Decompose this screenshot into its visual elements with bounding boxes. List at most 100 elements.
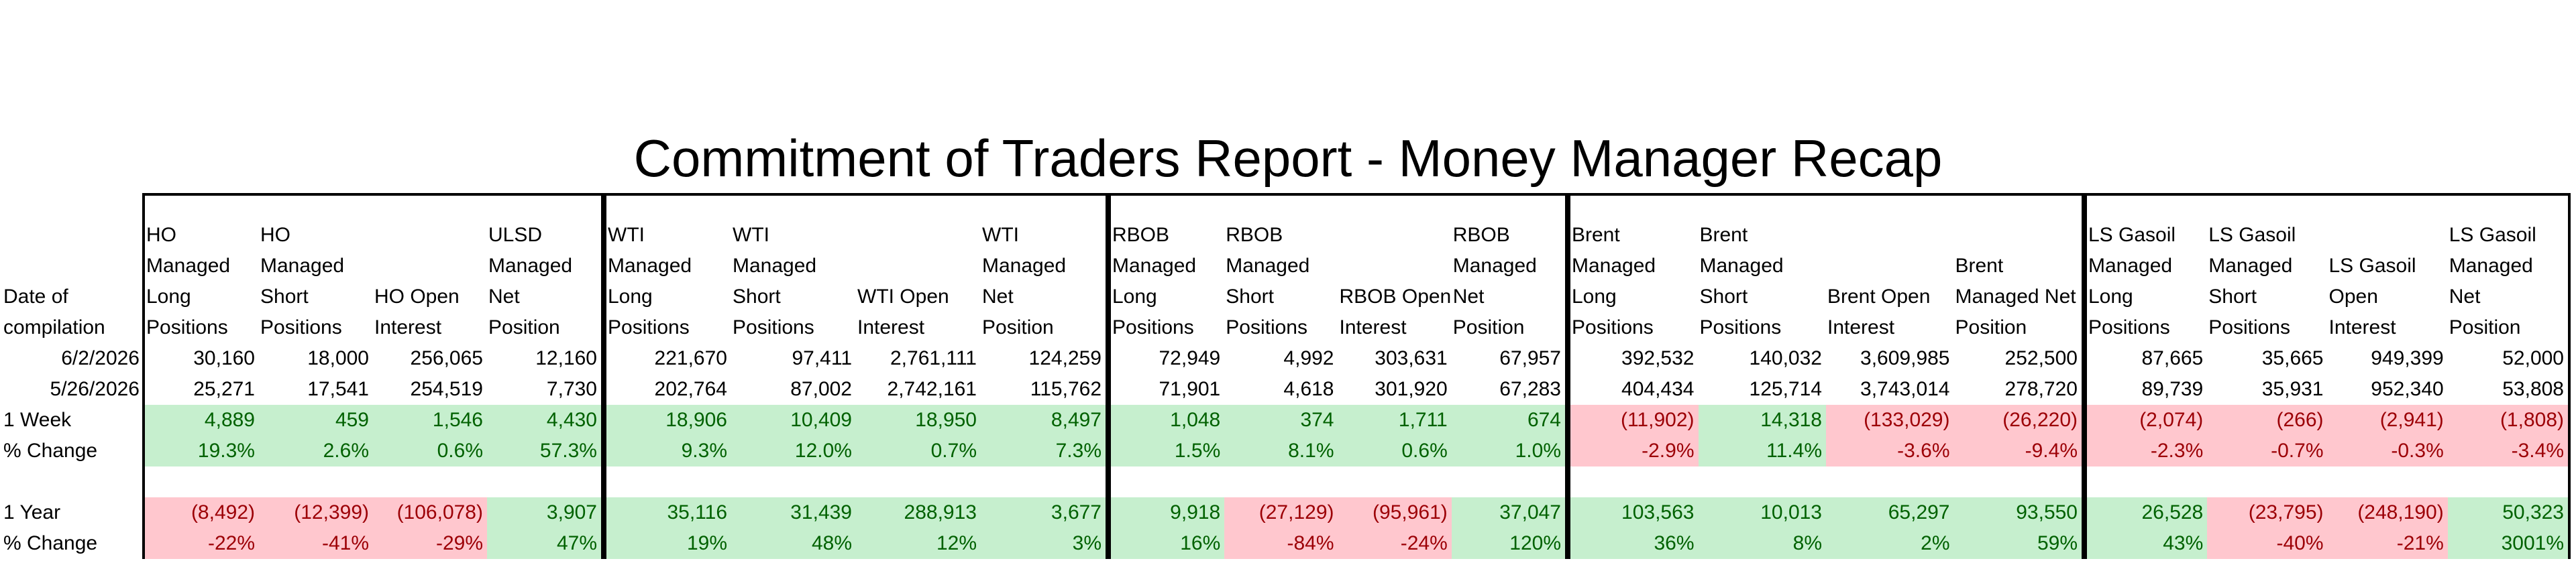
table-cell: 67,283 <box>1499 378 1561 400</box>
column-header: Long <box>1572 286 1617 308</box>
table-cell: 9.3% <box>606 436 731 466</box>
table-cell: 674 <box>1451 405 1565 436</box>
table-cell: 35,116 <box>606 497 731 528</box>
table-cell: 202,764 <box>654 378 727 400</box>
column-header: Open <box>2328 286 2378 308</box>
table-cell: 18,000 <box>307 347 369 369</box>
column-header: HO <box>146 224 176 246</box>
table-cell: 2% <box>1826 528 1954 559</box>
table-cell: 53,808 <box>2502 378 2564 400</box>
table-cell: (133,029) <box>1826 405 1954 436</box>
column-header: LS Gasoil <box>2328 255 2416 277</box>
table-cell: (8,492) <box>145 497 259 528</box>
table-cell: -21% <box>2327 528 2448 559</box>
table-cell: -41% <box>259 528 373 559</box>
column-header: Interest <box>1339 316 1407 338</box>
table-cell: 1,546 <box>373 405 487 436</box>
column-header: Net <box>488 286 520 308</box>
column-header: WTI <box>608 224 645 246</box>
table-cell: 19.3% <box>145 436 259 466</box>
table-cell: 2,742,161 <box>887 378 977 400</box>
column-header: Managed <box>488 255 573 277</box>
table-cell: 26,528 <box>2087 497 2208 528</box>
table-cell: 67,957 <box>1499 347 1561 369</box>
table-cell: -84% <box>1224 528 1338 559</box>
table-cell: 43% <box>2087 528 2208 559</box>
table-cell: 1,711 <box>1338 405 1452 436</box>
column-header: Position <box>1955 316 2027 338</box>
table-cell: 8,497 <box>981 405 1106 436</box>
table-cell: (27,129) <box>1224 497 1338 528</box>
column-header: Long <box>2088 286 2133 308</box>
table-cell: 103,563 <box>1570 497 1699 528</box>
column-header: Position <box>982 316 1054 338</box>
column-header: Managed <box>2208 255 2293 277</box>
row-label: % Change <box>3 532 98 554</box>
column-header: Positions <box>146 316 228 338</box>
table-cell: -0.3% <box>2327 436 2448 466</box>
table-cell: 18,950 <box>856 405 981 436</box>
column-header: Managed <box>608 255 692 277</box>
table-cell: -22% <box>145 528 259 559</box>
table-cell: (2,074) <box>2087 405 2208 436</box>
table-cell: 18,906 <box>606 405 731 436</box>
table-cell: (106,078) <box>373 497 487 528</box>
table-cell: 952,340 <box>2371 378 2444 400</box>
table-cell: (26,220) <box>1953 405 2082 436</box>
column-header: Short <box>1699 286 1748 308</box>
column-header: Positions <box>2088 316 2170 338</box>
table-cell: (248,190) <box>2327 497 2448 528</box>
column-header: Managed <box>1699 255 1784 277</box>
table-cell: 10,013 <box>1698 497 1826 528</box>
column-header: ULSD <box>488 224 543 246</box>
column-header: Managed <box>260 255 345 277</box>
table-cell: 52,000 <box>2502 347 2564 369</box>
table-cell: 3% <box>981 528 1106 559</box>
table-cell: 12% <box>856 528 981 559</box>
table-cell: -2.9% <box>1570 436 1699 466</box>
column-header: Interest <box>374 316 442 338</box>
column-header: Brent <box>1572 224 1620 246</box>
table-cell: 3001% <box>2447 528 2568 559</box>
column-header: Managed <box>1226 255 1310 277</box>
column-header: Position <box>2449 316 2521 338</box>
table-cell: -2.3% <box>2087 436 2208 466</box>
table-cell: 3,677 <box>981 497 1106 528</box>
column-header: Net <box>982 286 1014 308</box>
table-cell: -24% <box>1338 528 1452 559</box>
column-header: Brent Open <box>1827 286 1931 308</box>
table-cell: 35,931 <box>2261 378 2324 400</box>
table-cell: (12,399) <box>259 497 373 528</box>
table-cell: 1.5% <box>1111 436 1225 466</box>
column-header: Positions <box>608 316 690 338</box>
table-cell: 11.4% <box>1698 436 1826 466</box>
column-header: Brent <box>1955 255 2004 277</box>
table-cell: (2,941) <box>2327 405 2448 436</box>
column-header: Managed Net <box>1955 286 2076 308</box>
table-cell: 4,618 <box>1283 378 1334 400</box>
column-header: Managed <box>1112 255 1197 277</box>
column-header: RBOB Open <box>1339 286 1452 308</box>
row-label: compilation <box>3 316 105 338</box>
table-cell: 140,032 <box>1749 347 1822 369</box>
table-cell: 374 <box>1224 405 1338 436</box>
table-cell: 36% <box>1570 528 1699 559</box>
table-cell: 93,550 <box>1953 497 2082 528</box>
table-cell: 3,743,014 <box>1860 378 1950 400</box>
column-header: Brent <box>1699 224 1748 246</box>
table-cell: (11,902) <box>1570 405 1699 436</box>
row-label: 6/2/2026 <box>61 347 140 369</box>
table-cell: 12.0% <box>731 436 856 466</box>
column-header: Positions <box>260 316 342 338</box>
table-cell: (1,808) <box>2447 405 2568 436</box>
table-cell: 252,500 <box>2004 347 2078 369</box>
column-header: Short <box>733 286 781 308</box>
row-label: 1 Year <box>3 501 61 523</box>
table-cell: 303,631 <box>1375 347 1448 369</box>
table-cell: 8.1% <box>1224 436 1338 466</box>
table-cell: 37,047 <box>1451 497 1565 528</box>
column-header: LS Gasoil <box>2088 224 2176 246</box>
row-label: 5/26/2026 <box>50 378 140 400</box>
table-cell: 0.7% <box>856 436 981 466</box>
column-header: Managed <box>1452 255 1537 277</box>
